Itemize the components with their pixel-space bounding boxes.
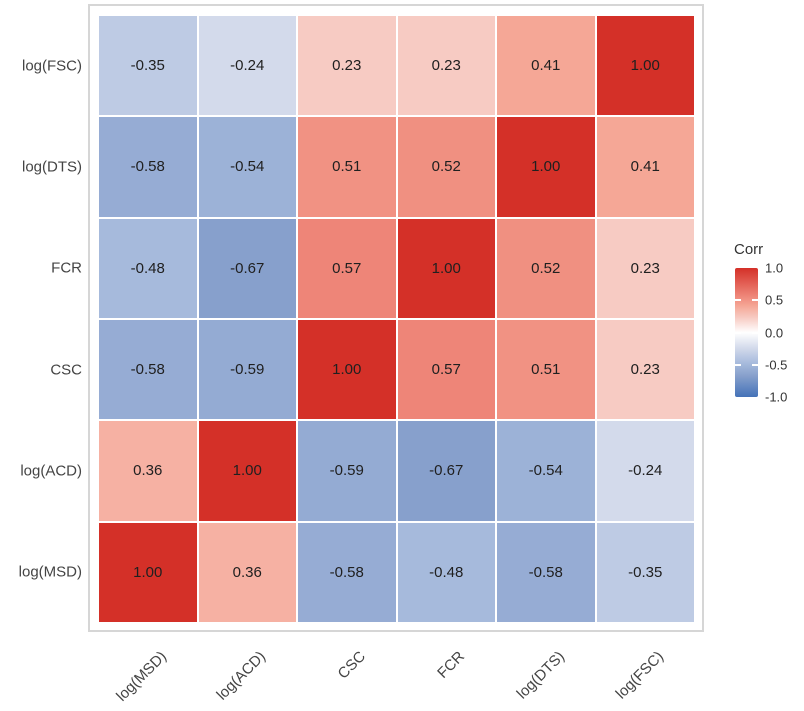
y-axis-label: CSC [50, 361, 82, 379]
heatmap-cell: 0.36 [99, 421, 197, 521]
heatmap-grid: -0.35 -0.24 0.23 0.23 0.41 1.00 -0.58 -0.54 0.51… [99, 16, 694, 622]
heatmap-cell: 0.51 [298, 117, 396, 217]
legend-tick-mark [752, 331, 758, 334]
legend-tick-label: 0.0 [765, 325, 784, 340]
heatmap-cell: 0.51 [497, 320, 595, 420]
heatmap-cell: -0.59 [298, 421, 396, 521]
heatmap-cell: -0.58 [497, 522, 595, 622]
heatmap-cell: 1.00 [99, 522, 197, 622]
heatmap-cell: 0.41 [497, 16, 595, 116]
legend-tick-label: -0.5 [765, 357, 788, 373]
y-axis-label: log(MSD) [18, 563, 82, 581]
heatmap-cell: -0.59 [198, 320, 296, 420]
heatmap-cell: -0.58 [99, 117, 197, 217]
heatmap-cell: 0.23 [298, 16, 396, 116]
x-axis-label: log(ACD) [213, 648, 270, 704]
legend-tick-mark [752, 299, 758, 302]
heatmap-cell: 0.23 [596, 218, 694, 318]
legend-tick-mark [735, 299, 741, 302]
heatmap-cell: 1.00 [497, 117, 595, 217]
legend-tick-label: 1.0 [765, 260, 784, 276]
heatmap-cell: 1.00 [397, 218, 495, 318]
heatmap-cell: -0.58 [298, 522, 396, 622]
heatmap-cell: 0.36 [198, 522, 296, 622]
heatmap-cell: 1.00 [596, 16, 694, 116]
heatmap-cell: -0.35 [99, 16, 197, 116]
x-axis-label: log(FSC) [612, 648, 668, 703]
legend-tick-label: 0.5 [765, 292, 784, 308]
heatmap-cell: 0.52 [497, 218, 595, 318]
heatmap-cell: 1.00 [198, 421, 296, 521]
legend-tick-label: -1.0 [765, 389, 788, 405]
heatmap-cell: 0.23 [596, 320, 694, 420]
x-axis-label: log(MSD) [112, 648, 170, 705]
heatmap-cell: 0.52 [397, 117, 495, 217]
heatmap-cell: -0.48 [99, 218, 197, 318]
x-axis-label: FCR [434, 648, 469, 682]
heatmap-cell: -0.67 [397, 421, 495, 521]
heatmap-cell: -0.24 [596, 421, 694, 521]
legend-title: Corr [734, 241, 764, 258]
heatmap-cell: 0.57 [397, 320, 495, 420]
heatmap-cell: -0.48 [397, 522, 495, 622]
y-axis-label: FCR [51, 259, 82, 277]
y-axis-label: log(DTS) [21, 158, 82, 176]
heatmap-cell: 0.23 [397, 16, 495, 116]
heatmap-cell: -0.35 [596, 522, 694, 622]
heatmap-cell: -0.54 [198, 117, 296, 217]
heatmap-cell: 1.00 [298, 320, 396, 420]
x-axis-label: log(DTS) [513, 648, 568, 703]
x-axis-label: CSC [334, 648, 369, 683]
heatmap-cell: -0.58 [99, 320, 197, 420]
heatmap-cell: -0.54 [497, 421, 595, 521]
y-axis-label: log(ACD) [20, 462, 82, 480]
y-axis-label: log(FSC) [21, 57, 82, 75]
heatmap-cell: 0.41 [596, 117, 694, 217]
heatmap-cell: -0.67 [198, 218, 296, 318]
legend-tick-mark [735, 363, 741, 366]
heatmap-cell: -0.24 [198, 16, 296, 116]
legend-tick-mark [735, 331, 741, 334]
legend-tick-mark [752, 363, 758, 366]
heatmap-cell: 0.57 [298, 218, 396, 318]
